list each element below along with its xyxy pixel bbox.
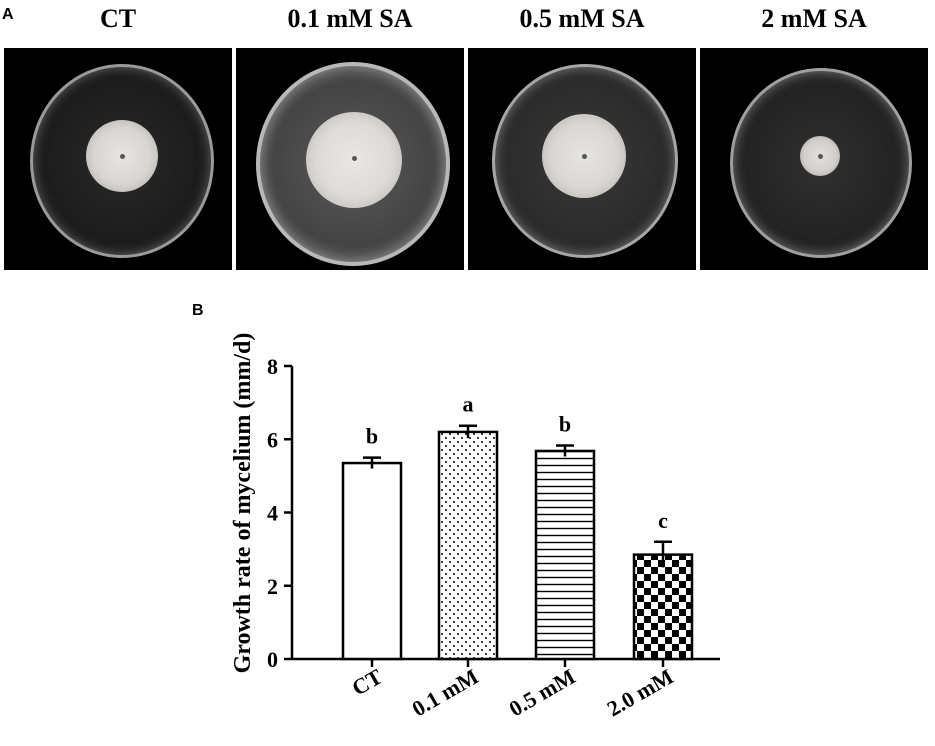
bar-1	[341, 461, 403, 661]
inoculation-point	[582, 154, 587, 159]
plate-title-0-5mm: 0.5 mM SA	[519, 4, 645, 33]
y-axis-label: Growth rate of mycelium (mm/d)	[230, 333, 256, 674]
plate-image-0-5mm	[468, 48, 696, 270]
panel-a-label: A	[2, 6, 14, 23]
petri-dish	[730, 68, 912, 258]
x-tick-label: 0.5 mM	[505, 664, 580, 722]
plate-title-ct: CT	[99, 4, 137, 33]
y-axis: 0 2 4 6 8	[267, 354, 294, 672]
significance-letter: c	[658, 508, 668, 533]
significance-letter: b	[366, 424, 378, 449]
inoculation-point	[352, 156, 357, 161]
y-tick-label: 0	[267, 647, 278, 672]
bar-4	[632, 553, 694, 661]
y-tick-label: 2	[267, 574, 278, 599]
significance-letter: a	[463, 392, 474, 417]
bar-2	[437, 430, 499, 661]
y-tick-label: 6	[267, 427, 278, 452]
plate-title-2mm: 2 mM SA	[761, 4, 867, 33]
inoculation-point	[120, 154, 125, 159]
x-axis: CT 0.1 mM 0.5 mM 2.0 mM	[292, 657, 720, 722]
x-tick-label: CT	[348, 664, 387, 701]
inoculation-point	[818, 154, 823, 159]
plate-image-0-1mm	[236, 48, 464, 270]
y-tick-label: 8	[267, 354, 278, 379]
panel-b-label: B	[192, 302, 204, 319]
significance-letter: b	[559, 411, 571, 436]
plate-title-0-1mm: 0.1 mM SA	[287, 4, 413, 33]
x-tick-label: 2.0 mM	[603, 664, 678, 722]
y-tick-label: 4	[267, 501, 278, 526]
bars: b a b c	[341, 392, 694, 661]
bar-3	[534, 449, 596, 661]
plate-image-2mm	[700, 48, 928, 270]
x-tick-label: 0.1 mM	[408, 664, 483, 722]
plate-image-ct	[4, 48, 232, 270]
